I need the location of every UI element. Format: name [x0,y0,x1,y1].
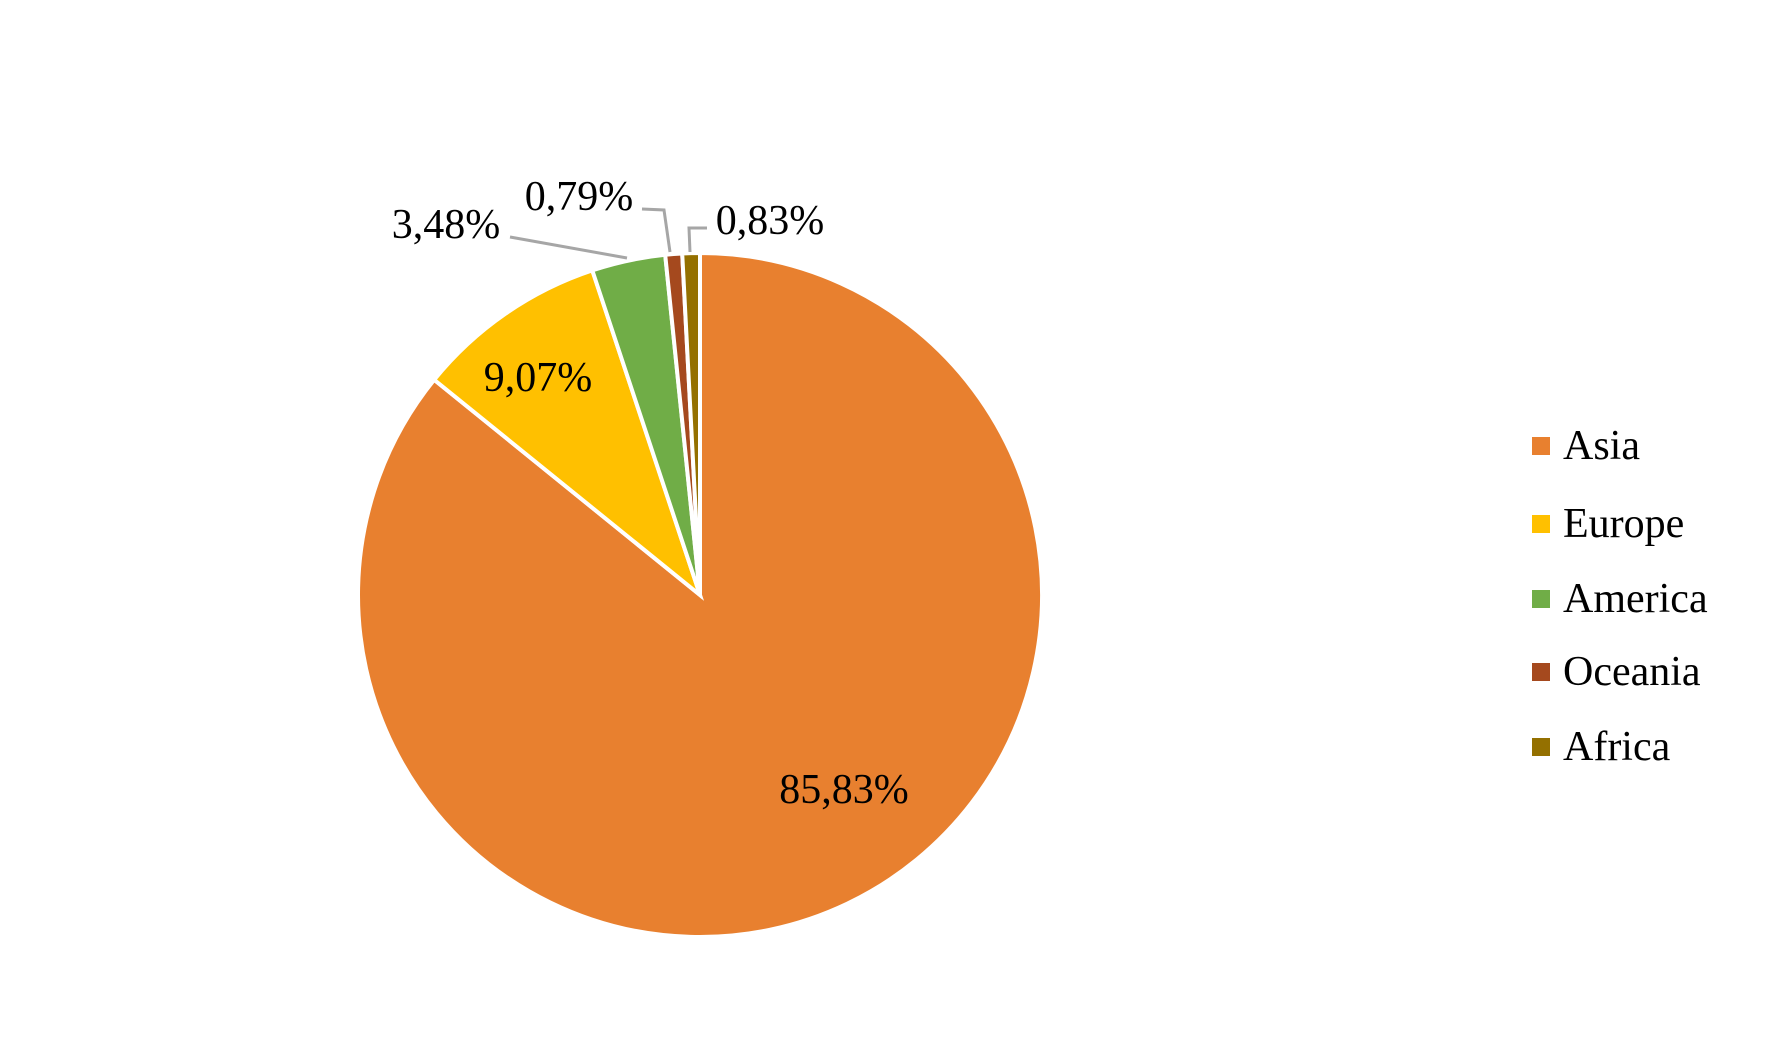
data-label-oceania: 0,79% [524,174,634,220]
data-label-america: 3,48% [391,202,501,248]
legend-item-oceania: Oceania [1532,647,1701,697]
legend-label-oceania: Oceania [1563,649,1701,695]
data-label-europe: 9,07% [483,355,593,401]
data-label-africa: 0,83% [715,198,825,244]
data-label-asia: 85,83% [779,767,909,813]
legend-item-africa: Africa [1532,722,1670,772]
leader-line-africa [687,226,707,253]
pie-slice-europe [431,267,705,601]
legend-label-europe: Europe [1563,501,1685,547]
legend-label-asia: Asia [1563,423,1640,469]
legend-swatch-oceania [1532,663,1550,681]
legend-item-europe: Europe [1532,499,1684,549]
legend-label-africa: Africa [1563,724,1671,770]
legend-swatch-asia [1532,437,1550,455]
legend-swatch-europe [1532,515,1550,533]
leader-line-oceania [641,207,672,253]
legend-item-asia: Asia [1532,421,1640,471]
legend-item-america: America [1532,574,1708,624]
pie-slice-africa [680,250,702,596]
legend-label-america: America [1563,576,1708,622]
legend-swatch-africa [1532,738,1550,756]
leader-line-america [509,235,628,260]
legend-swatch-america [1532,590,1550,608]
